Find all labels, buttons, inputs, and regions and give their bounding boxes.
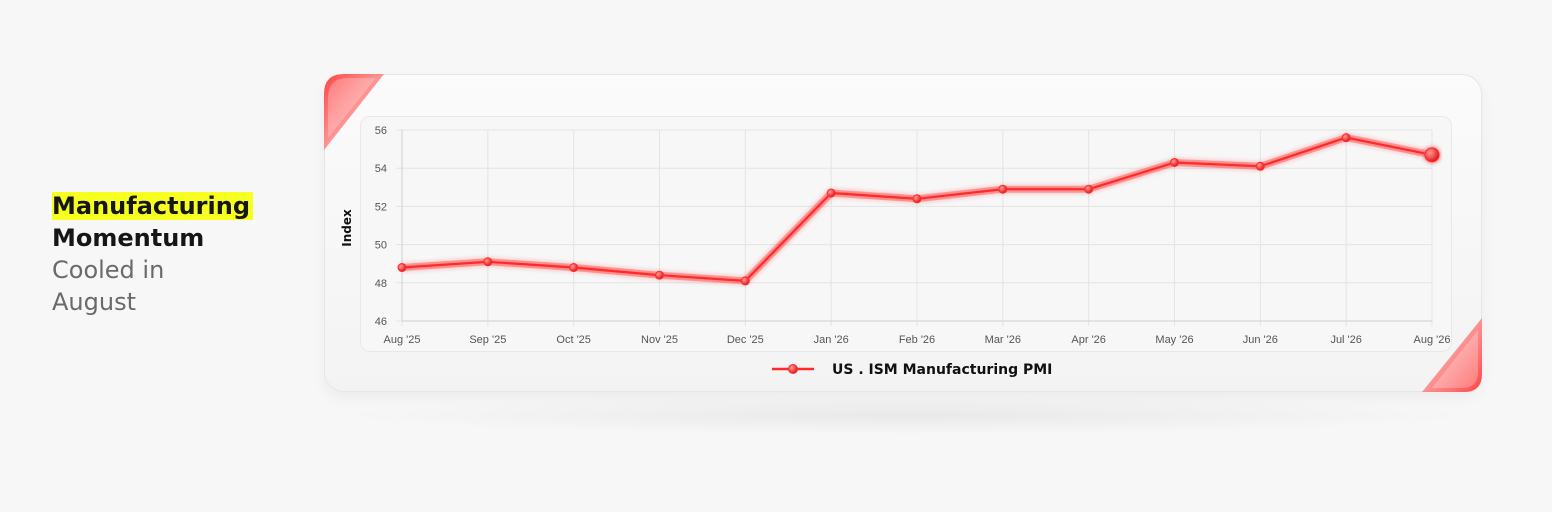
data-point[interactable]	[397, 263, 407, 273]
data-point[interactable]	[826, 188, 836, 198]
legend-marker	[788, 364, 798, 374]
headline-line-2: Momentum	[52, 224, 205, 252]
x-tick-label: Jan '26	[814, 334, 849, 346]
y-tick-label: 52	[375, 201, 387, 213]
headline-highlight: Manufacturing	[52, 192, 253, 220]
headline-line-1: Manufacturing	[52, 190, 292, 222]
x-tick-label: Jul '26	[1330, 334, 1361, 346]
headline-line-4: August	[52, 288, 136, 316]
data-point[interactable]	[740, 276, 750, 286]
x-tick-label: Oct '25	[556, 334, 591, 346]
data-point[interactable]	[1084, 184, 1094, 194]
x-tick-label: Apr '26	[1071, 334, 1106, 346]
legend-label: US . ISM Manufacturing PMI	[832, 362, 1052, 378]
y-tick-label: 54	[375, 163, 387, 175]
corner-accent-top-left	[324, 74, 384, 150]
x-tick-label: Aug '26	[1414, 334, 1451, 346]
y-axis-label: Index	[340, 209, 354, 247]
x-tick-label: Feb '26	[899, 334, 935, 346]
data-point[interactable]	[1170, 157, 1179, 167]
y-tick-label: 56	[375, 125, 387, 137]
legend: US . ISM Manufacturing PMI	[772, 362, 1052, 378]
x-tick-label: Sep '25	[469, 334, 506, 346]
data-point[interactable]	[998, 184, 1008, 194]
card-shadow	[330, 395, 1480, 435]
data-point[interactable]	[1255, 161, 1265, 171]
series	[397, 133, 1440, 286]
data-point[interactable]	[1341, 133, 1351, 143]
x-tick-label: Dec '25	[727, 334, 764, 346]
data-point-latest[interactable]	[1424, 147, 1440, 163]
y-tick-label: 46	[375, 316, 387, 328]
x-tick-label: May '26	[1155, 334, 1193, 346]
data-point[interactable]	[569, 263, 579, 273]
headline-line-3: Cooled in	[52, 256, 165, 284]
x-tick-label: Nov '25	[641, 334, 678, 346]
plot-panel	[360, 116, 1452, 352]
x-tick-label: Mar '26	[985, 334, 1021, 346]
corner-accent-bottom-right	[1422, 318, 1482, 392]
axes: 46 48 50 52 54 56 Aug '25 Sep '25 Oct '25 Nov '25…	[375, 125, 1451, 346]
y-tick-label: 48	[375, 278, 387, 290]
x-tick-label: Jun '26	[1243, 334, 1278, 346]
data-point[interactable]	[483, 257, 493, 267]
data-point[interactable]	[912, 194, 922, 204]
data-point[interactable]	[655, 270, 664, 280]
y-tick-label: 50	[375, 240, 387, 252]
x-tick-label: Aug '25	[384, 334, 421, 346]
headline: Manufacturing Momentum Cooled in August	[52, 190, 292, 318]
